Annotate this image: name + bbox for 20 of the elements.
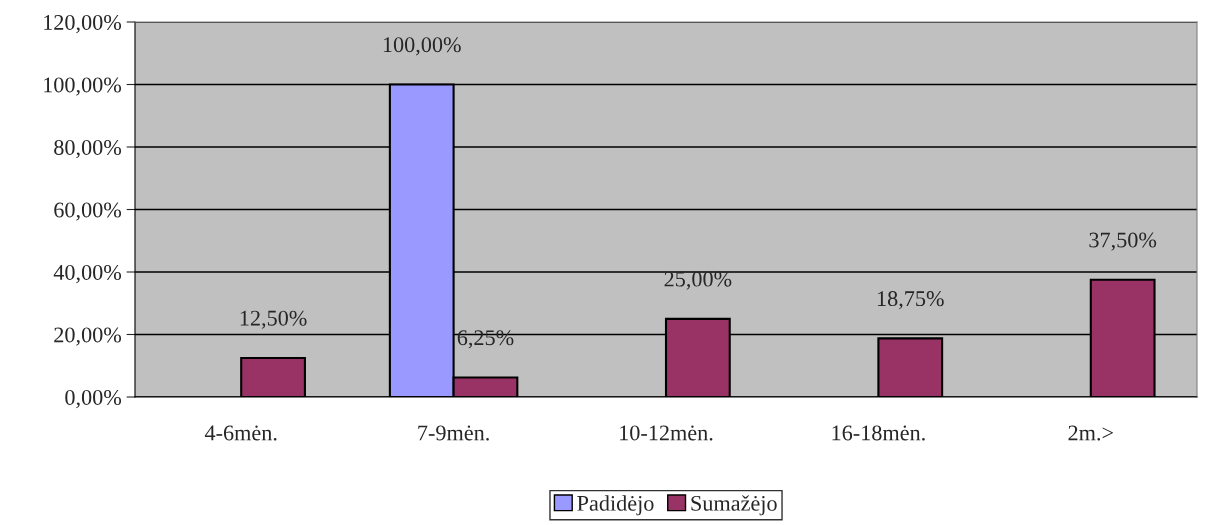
y-tick-label: 40,00%	[53, 264, 122, 284]
y-tick-label: 0,00%	[65, 389, 122, 409]
x-tick-label: 2m.>	[1068, 425, 1113, 441]
x-tick-label: 16-18mėn.	[832, 425, 925, 441]
x-tick-label: 7-9mėn.	[418, 425, 489, 441]
legend-label: Padidėjo	[577, 495, 654, 516]
data-label: 25,00%	[664, 271, 732, 290]
data-label: 12,50%	[240, 310, 307, 329]
data-label: 100,00%	[383, 37, 461, 56]
data-label: 18,75%	[877, 291, 944, 310]
y-tick-label: 100,00%	[44, 77, 122, 96]
legend-label: Sumažėjo	[691, 495, 777, 516]
data-label: 6,25%	[457, 330, 514, 349]
y-tick-label: 60,00%	[54, 202, 122, 221]
y-tick-label: 20,00%	[54, 327, 122, 346]
data-label: 37,50%	[1089, 232, 1157, 251]
x-tick-label: 4-6mėn.	[204, 425, 277, 441]
y-tick-label: 120,00%	[44, 14, 122, 34]
y-tick-label: 80,00%	[54, 139, 122, 159]
x-tick-label: 10-12mėn.	[620, 425, 713, 441]
